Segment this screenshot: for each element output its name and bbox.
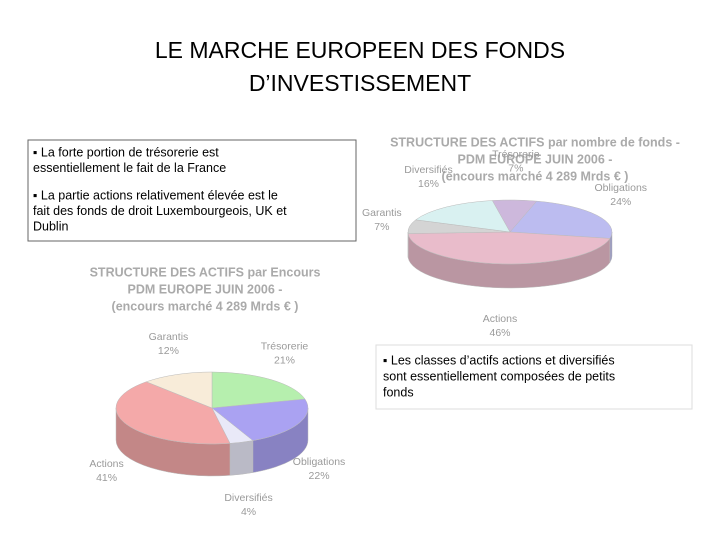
value-label: 4% xyxy=(241,506,256,518)
bullet-line: sont essentiellement composées de petits xyxy=(383,369,615,383)
chart-title: STRUCTURE DES ACTIFS par Encours xyxy=(90,265,321,279)
slice-top xyxy=(145,371,213,409)
chart-title: PDM EUROPE JUIN 2006 - xyxy=(458,152,613,166)
pie-tops xyxy=(407,199,613,265)
slice-label: Actions xyxy=(89,458,123,470)
value-label: 21% xyxy=(274,355,295,367)
value-label: 16% xyxy=(418,178,439,190)
slice xyxy=(415,200,511,233)
slice-top xyxy=(415,200,511,233)
value-label: 12% xyxy=(158,345,179,357)
slice-label: Trésorerie xyxy=(261,341,309,353)
slide-title: LE MARCHE EUROPEEN DES FONDS D’INVESTISSE… xyxy=(155,37,565,96)
slice-label: Trésorerie xyxy=(492,148,540,160)
bullet-line: ▪ Les classes d’actifs actions et divers… xyxy=(383,353,615,367)
slice-label: Garantis xyxy=(362,207,402,219)
pie-chart: STRUCTURE DES ACTIFS par Encours PDM EURO… xyxy=(89,265,345,518)
pie-chart: STRUCTURE DES ACTIFS par nombre de fonds… xyxy=(362,135,680,339)
value-label: 24% xyxy=(610,196,631,208)
chart-title: (encours marché 4 289 Mrds € ) xyxy=(112,299,299,313)
slice-label: Diversifiés xyxy=(404,164,452,176)
slice xyxy=(211,371,306,409)
text-box xyxy=(27,139,357,242)
slice xyxy=(115,381,231,445)
slice-top xyxy=(211,398,309,441)
slice xyxy=(211,398,309,441)
value-label: 46% xyxy=(490,327,511,339)
slice-side xyxy=(229,440,254,476)
bullet-line: ▪ La forte portion de trésorerie est xyxy=(33,145,219,159)
text-box-content: ▪ La forte portion de trésorerie est esse… xyxy=(33,145,287,233)
chart-title: PDM EUROPE JUIN 2006 - xyxy=(128,282,283,296)
slice xyxy=(145,371,213,409)
slice-label: Garantis xyxy=(149,331,189,343)
slice xyxy=(407,231,611,265)
text-box xyxy=(375,344,693,410)
slice-top xyxy=(407,231,611,265)
slice-label: Obligations xyxy=(595,182,648,194)
bullet-line: ▪ La partie actions relativement élevée … xyxy=(33,188,278,202)
title-line: LE MARCHE EUROPEEN DES FONDS xyxy=(155,37,565,63)
slice-top xyxy=(211,371,306,409)
slice-label: Diversifiés xyxy=(224,492,272,504)
bullet-line: Dublin xyxy=(33,219,68,233)
slice-top xyxy=(509,200,613,239)
slice-top xyxy=(115,381,231,445)
slice xyxy=(509,200,613,239)
bullet-line: fonds xyxy=(383,385,414,399)
value-label: 41% xyxy=(96,472,117,484)
bullet-line: essentiellement le fait de la France xyxy=(33,161,226,175)
value-label: 22% xyxy=(309,470,330,482)
title-line: D’INVESTISSEMENT xyxy=(249,70,471,96)
pie-tops xyxy=(115,371,309,445)
chart-title: STRUCTURE DES ACTIFS par nombre de fonds… xyxy=(390,135,680,149)
slice-label: Actions xyxy=(483,313,517,325)
text-box-content: ▪ Les classes d’actifs actions et divers… xyxy=(383,353,615,399)
slice-label: Obligations xyxy=(293,456,346,468)
value-label: 7% xyxy=(374,221,389,233)
value-label: 7% xyxy=(508,162,523,174)
bullet-line: fait des fonds de droit Luxembourgeois, … xyxy=(33,204,287,218)
chart-title: (encours marché 4 289 Mrds € ) xyxy=(442,169,629,183)
pie-sides xyxy=(115,407,309,477)
